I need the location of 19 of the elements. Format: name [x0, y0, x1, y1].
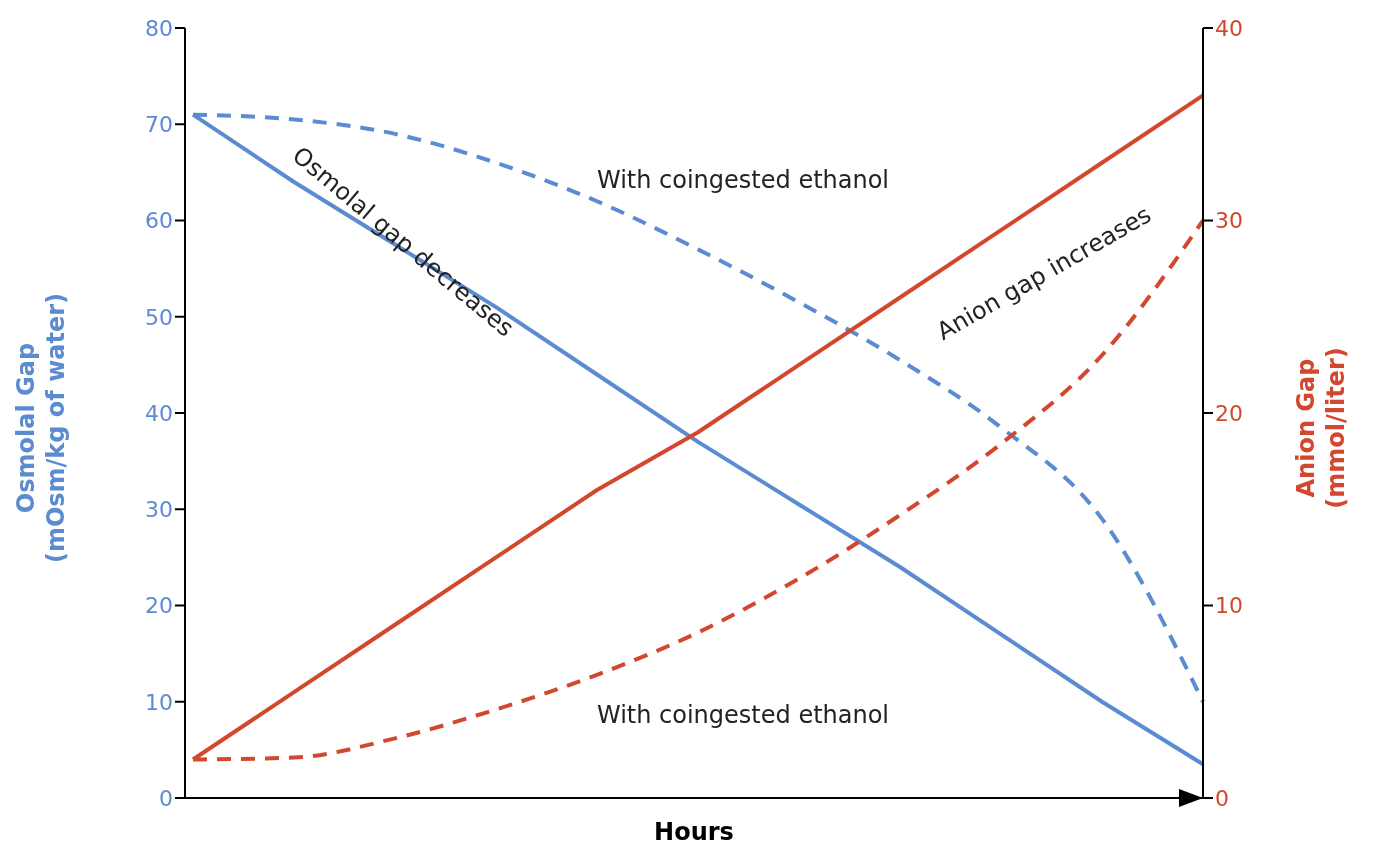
annotation: With coingested ethanol — [596, 166, 890, 194]
y-tick-label: 0 — [159, 785, 173, 811]
y2-tick-label: 30 — [1215, 208, 1243, 234]
y-tick-label: 10 — [145, 689, 173, 715]
x-axis-title: Hours — [654, 818, 734, 846]
y-tick-label: 60 — [145, 208, 173, 234]
y-tick-label: 20 — [145, 593, 173, 619]
y-tick-label: 50 — [145, 304, 173, 330]
y-tick-label: 40 — [145, 400, 173, 426]
y2-tick-label: 20 — [1215, 400, 1243, 426]
y-tick-label: 80 — [145, 15, 173, 41]
y2-tick-label: 40 — [1215, 15, 1243, 41]
y2-axis-title: Anion Gap (mmol/liter) — [1292, 347, 1350, 509]
y-tick-label: 70 — [145, 112, 173, 138]
y2-tick-label: 0 — [1215, 785, 1229, 811]
y2-tick-label: 10 — [1215, 593, 1243, 619]
annotation: With coingested ethanol — [596, 701, 890, 729]
y-tick-label: 30 — [145, 497, 173, 523]
y-axis-title: Osmolal Gap (mOsm/kg of water) — [12, 292, 70, 564]
